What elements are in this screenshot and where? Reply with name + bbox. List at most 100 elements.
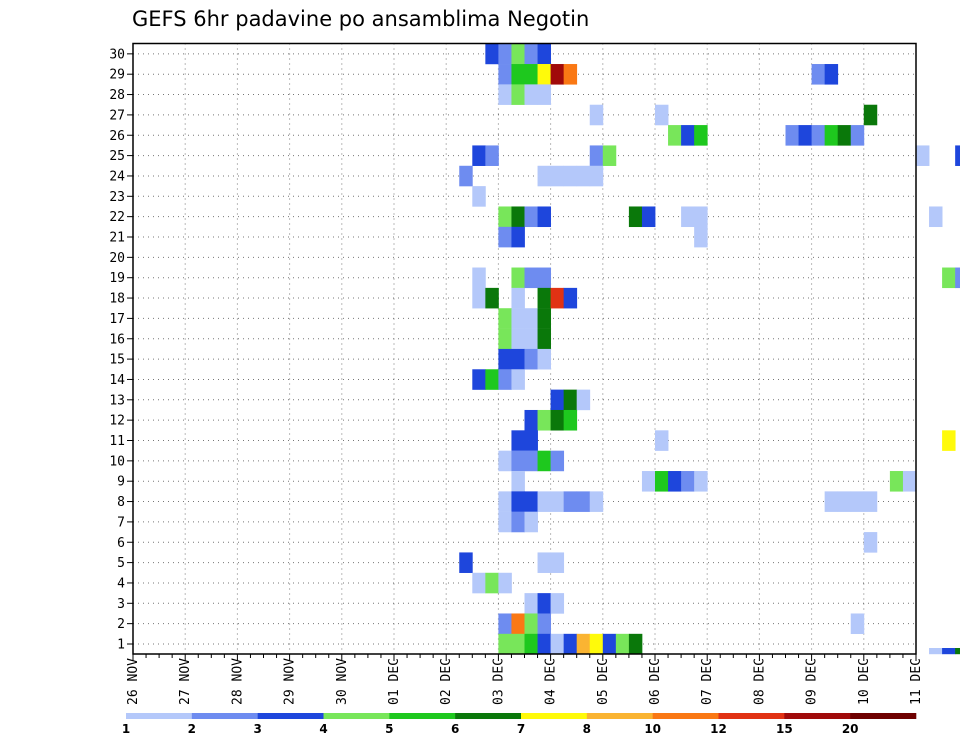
colorbar-swatch <box>257 713 324 719</box>
precip-cell <box>498 511 512 533</box>
precip-cell <box>511 267 525 289</box>
precip-cell <box>589 104 604 126</box>
precip-cell <box>537 165 551 187</box>
precip-cell <box>511 491 525 512</box>
precip-cell <box>850 491 865 512</box>
x-date-label: 07 DEC <box>700 658 715 705</box>
precip-cell <box>511 511 525 533</box>
precip-cell <box>955 648 960 655</box>
precip-cell <box>537 450 551 472</box>
precip-cell <box>550 593 565 614</box>
precip-cell <box>589 491 604 512</box>
x-date-label: 09 DEC <box>805 658 820 705</box>
precip-cell <box>576 389 591 411</box>
precip-cell <box>498 491 512 512</box>
x-date-label: 04 DEC <box>544 658 559 705</box>
precip-cell <box>524 308 538 329</box>
precip-cell <box>563 165 578 187</box>
precip-cell <box>511 450 525 472</box>
precip-cell <box>511 206 525 228</box>
precip-cell <box>902 471 917 492</box>
y-tick-label: 24 <box>109 169 125 184</box>
colorbar-swatch <box>586 713 653 719</box>
colorbar-swatch <box>323 713 390 719</box>
precip-cell <box>524 64 538 85</box>
colorbar-swatch <box>191 713 258 719</box>
precip-cell <box>563 287 578 309</box>
y-tick-label: 19 <box>109 271 125 286</box>
precip-cell <box>485 43 499 65</box>
precip-cell <box>563 389 578 411</box>
precip-cell <box>472 572 486 594</box>
precipitation-cells <box>459 43 960 655</box>
colorbar-swatch <box>126 713 193 719</box>
precip-cell <box>824 64 839 85</box>
precip-cell <box>641 206 656 228</box>
precip-cell <box>537 267 551 289</box>
precip-cell <box>863 491 878 512</box>
precip-cell <box>511 369 525 390</box>
precip-cell <box>942 430 956 451</box>
precip-cell <box>811 64 826 85</box>
precip-cell <box>472 145 486 166</box>
precip-cell <box>550 552 565 573</box>
chart-title: GEFS 6hr padavine po ansamblima Negotin <box>132 7 589 31</box>
precip-cell <box>550 491 565 512</box>
x-date-label: 29 NOV <box>283 658 298 705</box>
y-tick-label: 23 <box>109 190 125 205</box>
precip-cell <box>863 104 878 126</box>
colorbar-swatch <box>652 713 719 719</box>
x-date-label: 05 DEC <box>596 658 611 705</box>
precip-cell <box>681 206 695 228</box>
precip-cell <box>550 165 565 187</box>
precip-cell <box>524 43 538 65</box>
precip-cell <box>472 186 486 207</box>
y-tick-label: 30 <box>109 47 125 62</box>
y-tick-label: 1 <box>117 638 125 653</box>
precip-cell <box>942 267 956 289</box>
x-date-label: 28 NOV <box>230 658 245 705</box>
colorbar-swatch <box>389 713 456 719</box>
precip-cell <box>837 125 852 146</box>
precip-cell <box>589 633 604 655</box>
y-tick-label: 22 <box>109 210 125 225</box>
precip-cell <box>498 84 512 105</box>
precip-cell <box>511 64 525 85</box>
precip-cell <box>524 206 538 228</box>
precip-cell <box>850 613 865 635</box>
precip-cell <box>511 226 525 248</box>
precip-cell <box>850 125 865 146</box>
precip-cell <box>589 165 604 187</box>
precip-cell <box>537 552 551 573</box>
precip-cell <box>602 145 617 166</box>
precip-cell <box>628 206 643 228</box>
y-tick-label: 27 <box>109 108 125 123</box>
precip-cell <box>916 145 930 166</box>
colorbar-label: 12 <box>710 722 727 736</box>
precip-cell <box>798 125 812 146</box>
precip-cell <box>485 287 499 309</box>
precip-cell <box>511 43 525 65</box>
x-date-label: 08 DEC <box>752 658 767 705</box>
y-tick-label: 3 <box>117 597 125 612</box>
precip-cell <box>498 43 512 65</box>
precip-cell <box>929 206 943 228</box>
precip-cell <box>563 409 578 431</box>
colorbar-label: 2 <box>188 722 196 736</box>
precip-cell <box>498 450 512 472</box>
precip-cell <box>615 633 630 655</box>
colorbar-swatch <box>784 713 851 719</box>
colorbar-label: 7 <box>517 722 525 736</box>
precip-cell <box>694 206 708 228</box>
precip-cell <box>955 267 960 289</box>
y-tick-label: 7 <box>117 515 125 530</box>
precip-cell <box>602 633 617 655</box>
precip-cell <box>537 328 551 350</box>
precip-cell <box>537 633 551 655</box>
precip-cell <box>524 267 538 289</box>
colorbar-swatch <box>455 713 522 719</box>
precip-cell <box>628 633 643 655</box>
y-tick-label: 5 <box>117 556 125 571</box>
colorbar-swatch <box>718 713 785 719</box>
precip-cell <box>485 145 499 166</box>
